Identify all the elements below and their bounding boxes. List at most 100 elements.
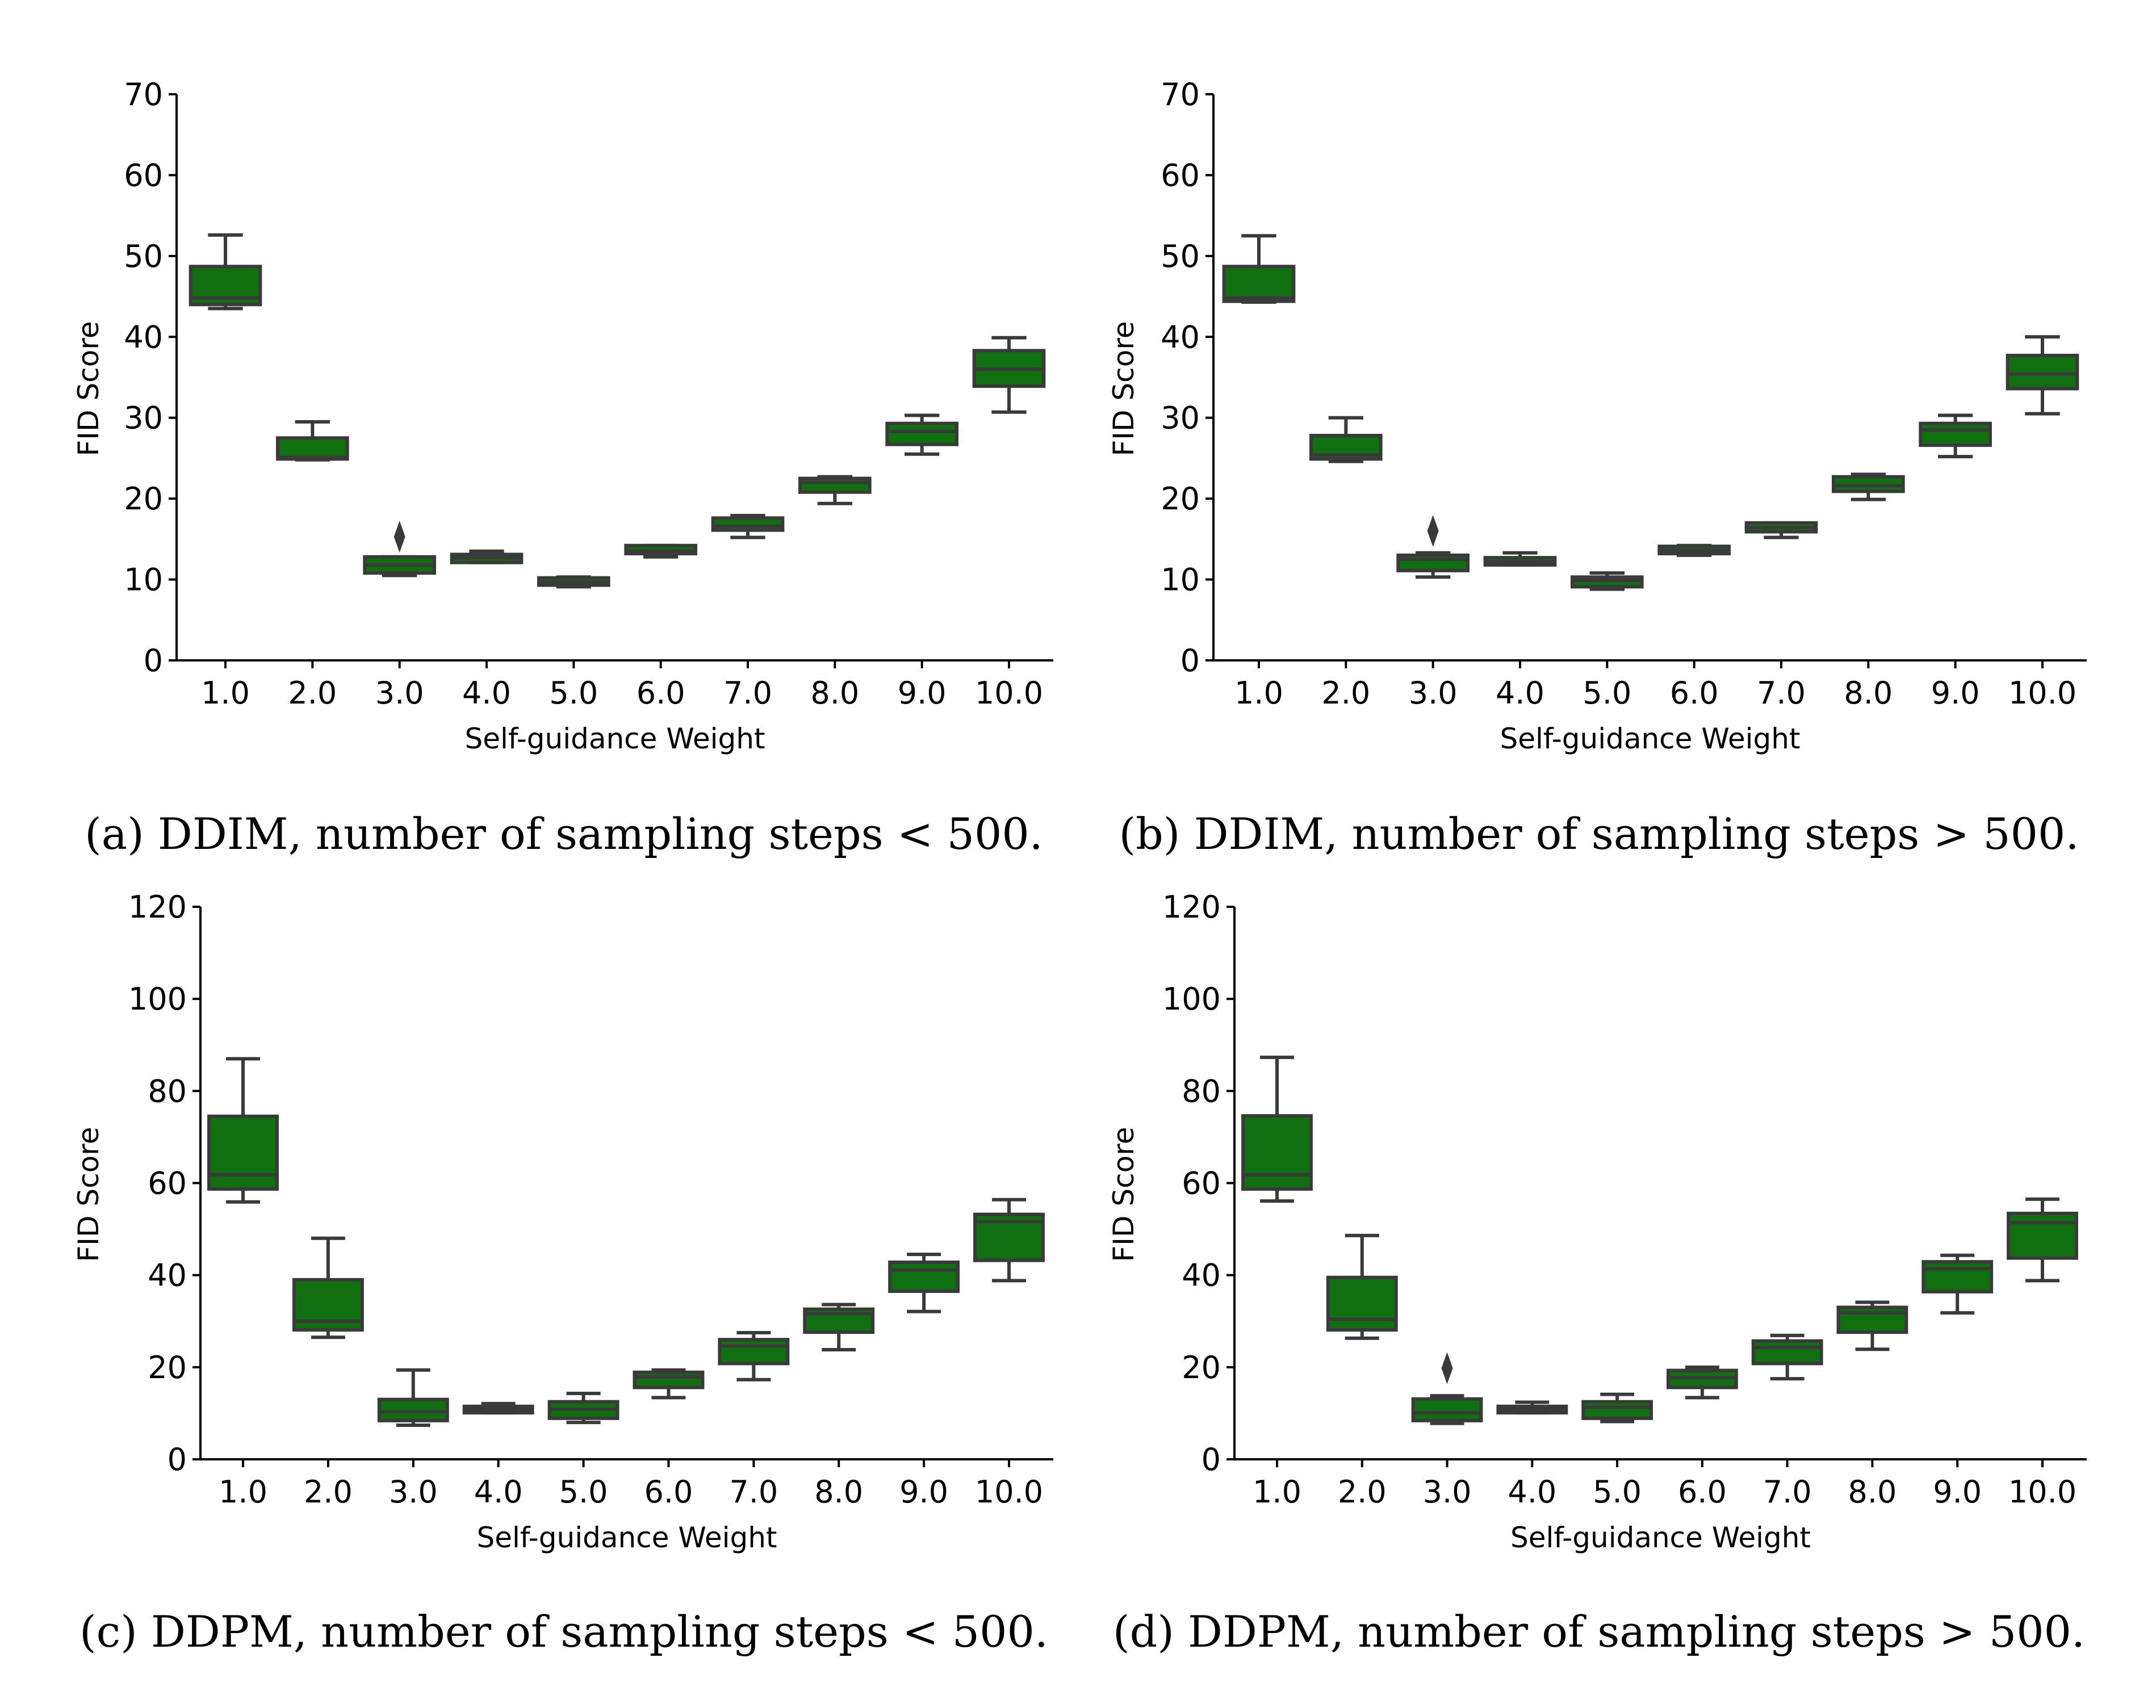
box-iqr — [207, 1114, 279, 1191]
box-iqr — [633, 1370, 705, 1389]
y-tick-label: 60 — [1182, 1166, 1221, 1202]
box-7.0 — [1751, 1333, 1823, 1381]
y-tick-label: 30 — [1161, 400, 1200, 436]
box-9.0 — [1921, 1253, 1994, 1315]
box-iqr — [798, 476, 872, 494]
y-tick-label: 40 — [124, 319, 163, 355]
box-iqr — [711, 516, 785, 532]
y-tick-label: 80 — [148, 1073, 187, 1109]
x-tick-label: 7.0 — [723, 675, 772, 711]
x-tick-label: 10.0 — [975, 1474, 1043, 1510]
subplot-caption: (d) DDPM, number of sampling steps > 500… — [1113, 1606, 2085, 1657]
y-tick-label: 80 — [1182, 1073, 1221, 1109]
x-tick-label: 1.0 — [1234, 675, 1283, 711]
box-4.0 — [450, 549, 524, 564]
box-iqr — [1326, 1275, 1398, 1332]
x-tick-label: 5.0 — [1583, 675, 1631, 711]
y-tick-label: 100 — [128, 981, 187, 1017]
box-10.0 — [972, 336, 1046, 414]
y-axis-label: FID Score — [72, 1127, 105, 1262]
box-7.0 — [718, 1331, 790, 1382]
x-tick-label: 3.0 — [375, 675, 424, 711]
box-iqr — [885, 421, 959, 446]
outlier-marker — [393, 521, 405, 553]
y-tick-label: 40 — [1182, 1258, 1221, 1293]
box-4.0 — [1483, 551, 1557, 567]
box-1.0 — [189, 233, 262, 311]
y-tick-label: 10 — [1161, 562, 1200, 598]
x-tick-label: 8.0 — [1844, 675, 1893, 711]
subplot-d: 0 20 40 60 80 100 120 1.0 2.0 3.0 4.0 5.0 6.0 7.0 8.0 9… — [1107, 889, 2087, 1657]
y-tick-label: 20 — [148, 1350, 187, 1385]
box-iqr — [1751, 1339, 1823, 1366]
box-10.0 — [973, 1198, 1045, 1283]
x-tick-label: 6.0 — [637, 675, 685, 711]
x-tick-label: 2.0 — [1338, 1474, 1387, 1510]
x-tick-label: 5.0 — [549, 675, 598, 711]
y-tick-label: 70 — [1161, 77, 1200, 112]
box-3.0 — [377, 1368, 449, 1427]
box-5.0 — [1571, 571, 1644, 591]
box-iqr — [2006, 354, 2079, 391]
box-1.0 — [1222, 234, 1296, 304]
x-tick-label: 2.0 — [288, 675, 337, 711]
y-axis-label: FID Score — [72, 321, 105, 457]
subplot-caption: (c) DDPM, number of sampling steps < 500… — [79, 1606, 1048, 1657]
y-tick-label: 0 — [144, 643, 163, 679]
box-4.0 — [1496, 1400, 1568, 1415]
x-tick-label: 1.0 — [201, 675, 250, 711]
subplot-a: 0 10 20 30 40 50 60 70 1.0 2.0 3.0 4.0 5.0 6.0 7.0 8.0 9… — [72, 77, 1053, 859]
y-tick-label: 0 — [1180, 643, 1200, 679]
box-6.0 — [633, 1368, 705, 1400]
subplot-c: 0 20 40 60 80 100 120 1.0 2.0 3.0 4.0 5.0 6.0 7.0 8.0 9… — [72, 889, 1053, 1657]
box-iqr — [1396, 553, 1470, 572]
box-8.0 — [1832, 472, 1905, 501]
x-tick-label: 9.0 — [899, 1474, 948, 1510]
x-tick-label: 5.0 — [559, 1474, 608, 1510]
box-3.0 — [1411, 1352, 1483, 1425]
outlier-marker — [1427, 515, 1439, 547]
box-8.0 — [1836, 1300, 1908, 1351]
x-tick-label: 10.0 — [2008, 1474, 2077, 1510]
box-5.0 — [1581, 1392, 1653, 1424]
subplot-b: 0 10 20 30 40 50 60 70 1.0 2.0 3.0 4.0 5.0 6.0 7.0 8.0 9… — [1107, 77, 2087, 859]
y-tick-label: 120 — [128, 889, 187, 925]
box-6.0 — [1657, 543, 1731, 557]
x-tick-label: 6.0 — [644, 1474, 693, 1510]
y-tick-label: 60 — [148, 1166, 187, 1202]
x-tick-label: 9.0 — [898, 675, 947, 711]
y-tick-label: 10 — [124, 562, 163, 598]
y-tick-label: 40 — [148, 1258, 187, 1293]
box-5.0 — [537, 575, 610, 589]
box-6.0 — [624, 543, 698, 559]
x-axis-label: Self-guidance Weight — [464, 722, 765, 755]
box-iqr — [2007, 1212, 2078, 1260]
box-iqr — [1222, 265, 1296, 303]
box-3.0 — [363, 521, 436, 577]
y-tick-label: 0 — [168, 1442, 187, 1477]
x-tick-label: 2.0 — [304, 1474, 353, 1510]
x-tick-label: 2.0 — [1321, 675, 1370, 711]
box-10.0 — [2006, 335, 2079, 416]
y-tick-label: 20 — [1161, 481, 1200, 517]
x-tick-label: 8.0 — [1848, 1474, 1897, 1510]
box-1.0 — [1241, 1056, 1313, 1203]
x-tick-label: 3.0 — [1423, 1474, 1472, 1510]
box-6.0 — [1666, 1365, 1738, 1400]
x-tick-label: 9.0 — [1933, 1474, 1982, 1510]
box-7.0 — [1744, 521, 1818, 539]
box-7.0 — [711, 514, 785, 539]
x-tick-label: 4.0 — [1496, 675, 1544, 711]
box-1.0 — [207, 1057, 279, 1204]
box-iqr — [377, 1397, 449, 1422]
y-tick-label: 120 — [1162, 889, 1221, 925]
x-tick-label: 5.0 — [1593, 1474, 1642, 1510]
box-iqr — [1921, 1260, 1994, 1293]
y-tick-label: 40 — [1161, 319, 1200, 355]
box-iqr — [1411, 1397, 1483, 1422]
x-tick-label: 1.0 — [1253, 1474, 1301, 1510]
box-iqr — [718, 1338, 790, 1366]
x-tick-label: 10.0 — [975, 675, 1043, 711]
box-iqr — [1836, 1305, 1908, 1334]
